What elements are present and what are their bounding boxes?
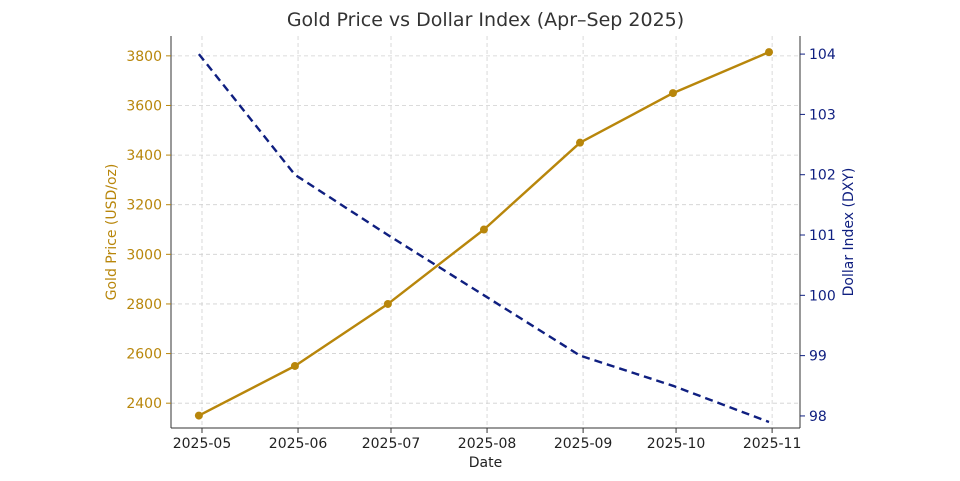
x-axis-label: Date (469, 455, 502, 471)
y-axis-right: 98 99 100 101 102 103 104 (800, 47, 836, 425)
y-left-tick-label: 3200 (126, 198, 162, 214)
x-tick-label: 2025-10 (647, 436, 706, 452)
y-left-tick-label: 3800 (126, 49, 162, 65)
y-right-tick-label: 103 (809, 107, 836, 123)
x-tick-label: 2025-05 (173, 436, 232, 452)
y-left-tick-label: 3400 (126, 148, 162, 164)
x-tick-label: 2025-06 (269, 436, 328, 452)
y-left-tick-label: 2400 (126, 396, 162, 412)
gold-price-point (765, 48, 774, 57)
y-right-tick-label: 104 (809, 47, 836, 63)
plot-area (194, 48, 774, 424)
gold-price-point (383, 299, 392, 308)
x-tick-label: 2025-08 (458, 436, 517, 452)
gold-price-point (668, 89, 677, 98)
y-right-tick-label: 99 (809, 349, 827, 365)
y-axis-left-label: Gold Price (USD/oz) (104, 164, 120, 301)
y-right-tick-label: 100 (809, 288, 836, 304)
y-right-tick-label: 102 (809, 168, 836, 184)
axes-frame (170, 36, 801, 429)
gold-price-line (198, 50, 770, 417)
dollar-index-line (197, 53, 770, 424)
y-axis-left: 2400 2600 2800 3000 3200 3400 3600 3800 (126, 49, 171, 412)
x-tick-label: 2025-09 (554, 436, 613, 452)
y-left-tick-label: 2600 (126, 347, 162, 363)
y-right-tick-label: 98 (809, 409, 827, 425)
chart-title: Gold Price vs Dollar Index (Apr–Sep 2025… (287, 9, 684, 31)
gold-price-point (479, 225, 488, 234)
y-left-tick-label: 3600 (126, 98, 162, 114)
y-axis-right-label: Dollar Index (DXY) (841, 168, 857, 297)
gold-price-point (290, 361, 299, 370)
x-tick-label: 2025-07 (362, 436, 421, 452)
gold-price-point (194, 411, 203, 420)
x-axis: 2025-05 2025-06 2025-07 2025-08 2025-09 2025-… (173, 428, 802, 452)
y-left-tick-label: 3000 (126, 247, 162, 263)
gold-price-point (576, 138, 585, 147)
y-left-tick-label: 2800 (126, 297, 162, 313)
x-tick-label: 2025-11 (743, 436, 802, 452)
y-right-tick-label: 101 (809, 228, 836, 244)
